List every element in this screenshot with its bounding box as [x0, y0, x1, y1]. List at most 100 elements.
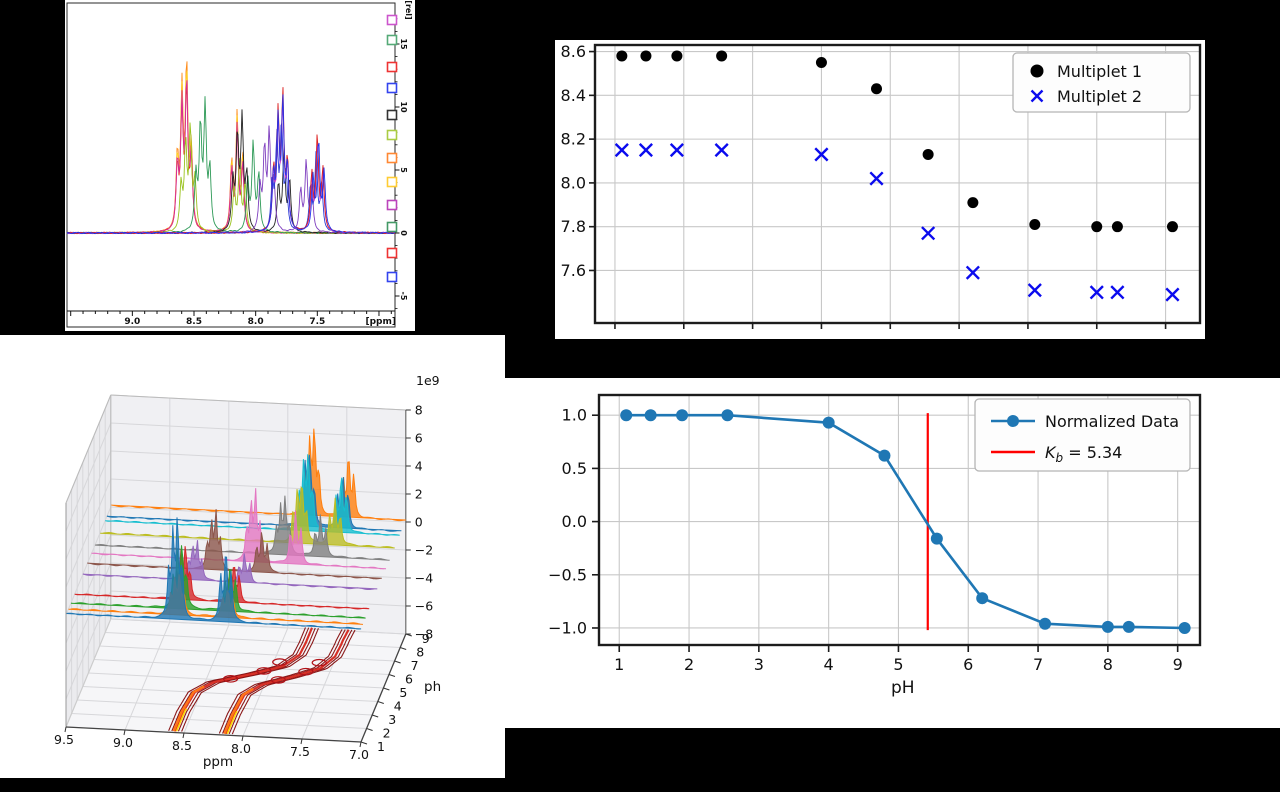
waterfall-traces	[66, 428, 406, 630]
selector-square[interactable]	[386, 14, 398, 26]
selector-square[interactable]	[386, 247, 398, 259]
svg-text:7.5: 7.5	[290, 744, 310, 759]
x-axis: 9.0 8.5 8.0 7.5 [ppm]	[67, 310, 396, 327]
contour-blob	[222, 675, 239, 683]
svg-text:7: 7	[411, 658, 419, 673]
plot-spines	[593, 43, 1202, 325]
panel-nmr-overlay: 9.0 8.5 8.0 7.5 [ppm] 15 10 5 0 -5 [rel]	[65, 0, 415, 331]
svg-text:6: 6	[405, 672, 413, 687]
svg-text:−1.0: −1.0	[548, 618, 587, 637]
panel-titration-curve: 1 2 3 4 5 6 7 8 9 1.0 0.5 0.0 −0.5 −1.0 Normalized Dat…	[505, 378, 1280, 728]
svg-text:8.5: 8.5	[172, 738, 192, 753]
selector-square[interactable]	[386, 109, 398, 121]
nmr-plot-area	[66, 2, 396, 328]
svg-text:9.0: 9.0	[113, 735, 133, 750]
svg-text:7.0: 7.0	[349, 747, 369, 762]
selector-square[interactable]	[386, 61, 398, 73]
ph-axis-label-3d: ph	[424, 679, 441, 695]
titration-curve-chart: 1 2 3 4 5 6 7 8 9 1.0 0.5 0.0 −0.5 −1.0 Normalized Dat…	[548, 393, 1202, 674]
legend: Multiplet 1 Multiplet 2	[1012, 52, 1191, 113]
contour-blob	[311, 658, 327, 667]
selector-square[interactable]	[386, 271, 398, 283]
svg-text:15: 15	[399, 38, 408, 50]
svg-text:−4: −4	[415, 571, 433, 586]
nmr-overlay-chart: 9.0 8.5 8.0 7.5 [ppm] 15 10 5 0 -5 [rel]	[66, 0, 413, 328]
svg-text:7.6: 7.6	[561, 261, 586, 280]
legend-marker-circle	[1007, 415, 1019, 427]
rel-unit-label: [rel]	[404, 0, 413, 19]
svg-text:8.0: 8.0	[561, 173, 586, 192]
svg-text:4: 4	[394, 699, 402, 714]
svg-text:4: 4	[415, 459, 423, 474]
svg-text:5: 5	[399, 685, 407, 700]
svg-text:3: 3	[388, 712, 396, 727]
svg-text:6: 6	[415, 431, 423, 446]
nmr-spectra	[66, 61, 396, 235]
panel-waterfall-3d: 9.5 9.0 8.5 8.0 7.5 7.0 1 2 3 4 5 6 7 8 9 8 6 4 2 0 −2 −4 −6 −8…	[0, 335, 505, 778]
contour-blob	[256, 667, 272, 675]
series-multiplet-2	[614, 143, 1180, 302]
ph-axis-label: pH	[891, 678, 915, 698]
series-multiplet-1	[616, 50, 1178, 233]
selector-square[interactable]	[386, 129, 398, 141]
selector-square[interactable]	[386, 199, 398, 211]
waterfall-3d-chart: 9.5 9.0 8.5 8.0 7.5 7.012345678986420−2−4−6−8…	[54, 373, 441, 770]
svg-text:4: 4	[824, 655, 834, 674]
contour-blob	[272, 658, 288, 666]
selector-square[interactable]	[386, 34, 398, 46]
svg-text:0.5: 0.5	[562, 459, 587, 478]
svg-text:1: 1	[614, 655, 624, 674]
svg-text:9.0: 9.0	[124, 317, 140, 327]
contour-band-multiplet-1	[168, 627, 319, 732]
svg-text:9: 9	[422, 631, 430, 646]
trace-ph-1.1	[66, 517, 362, 630]
axis-labels: 9.5 9.0 8.5 8.0 7.5 7.012345678986420−2−4−6−8…	[54, 373, 441, 770]
svg-text:8.4: 8.4	[561, 86, 586, 105]
svg-text:8.6: 8.6	[561, 42, 586, 61]
panel-multiplet-scatter: 8.6 8.4 8.2 8.0 7.8 7.6 Multiplet 1 Multiplet 2	[555, 40, 1205, 339]
svg-text:8.0: 8.0	[231, 741, 251, 756]
svg-text:8.2: 8.2	[561, 130, 586, 149]
ppm-axis-label: ppm	[203, 754, 233, 770]
trace-ph-9.1	[111, 428, 406, 522]
svg-text:1.0: 1.0	[562, 406, 587, 425]
floor-contours	[168, 627, 356, 735]
svg-text:−2: −2	[415, 543, 433, 558]
legend-label-normalized-data: Normalized Data	[1045, 412, 1179, 431]
spectrum-ph-9.1	[66, 94, 396, 235]
trace-ph-5.55	[91, 488, 387, 570]
svg-text:2: 2	[383, 726, 391, 741]
z-scale-label: 1e9	[416, 373, 440, 388]
svg-text:−0.5: −0.5	[548, 565, 587, 584]
svg-text:2: 2	[684, 655, 694, 674]
svg-text:3: 3	[754, 655, 764, 674]
svg-text:5: 5	[893, 655, 903, 674]
svg-text:5: 5	[399, 167, 408, 173]
selector-square[interactable]	[386, 152, 398, 164]
svg-text:−6: −6	[415, 599, 433, 614]
legend: Normalized Data Kb = 5.34	[974, 398, 1191, 472]
plot-spines	[597, 393, 1202, 647]
axis-ticks: 1 2 3 4 5 6 7 8 9 1.0 0.5 0.0 −0.5 −1.0	[548, 406, 1183, 674]
svg-text:9: 9	[1173, 655, 1183, 674]
legend-label-kb: Kb = 5.34	[1045, 443, 1122, 465]
legend-label-multiplet-1: Multiplet 1	[1057, 62, 1142, 81]
svg-text:8: 8	[415, 403, 423, 418]
legend-marker-circle	[1030, 64, 1044, 78]
selector-square[interactable]	[386, 176, 398, 188]
svg-text:0.0: 0.0	[562, 512, 587, 531]
selector-square[interactable]	[386, 82, 398, 94]
svg-text:-5: -5	[399, 292, 408, 301]
svg-text:9.5: 9.5	[54, 732, 74, 747]
spectrum-ph-8.3	[67, 87, 395, 235]
svg-text:2: 2	[415, 487, 423, 502]
selector-square[interactable]	[386, 221, 398, 233]
svg-text:−8: −8	[415, 627, 433, 642]
multiplet-scatter-chart: 8.6 8.4 8.2 8.0 7.8 7.6 Multiplet 1 Multiplet 2	[561, 42, 1202, 329]
svg-text:10: 10	[399, 101, 408, 113]
svg-text:0: 0	[399, 230, 408, 236]
legend-label-multiplet-2: Multiplet 2	[1057, 87, 1142, 106]
y-axis-right: 15 10 5 0 -5 [rel]	[395, 0, 413, 310]
svg-text:8.0: 8.0	[248, 317, 264, 327]
